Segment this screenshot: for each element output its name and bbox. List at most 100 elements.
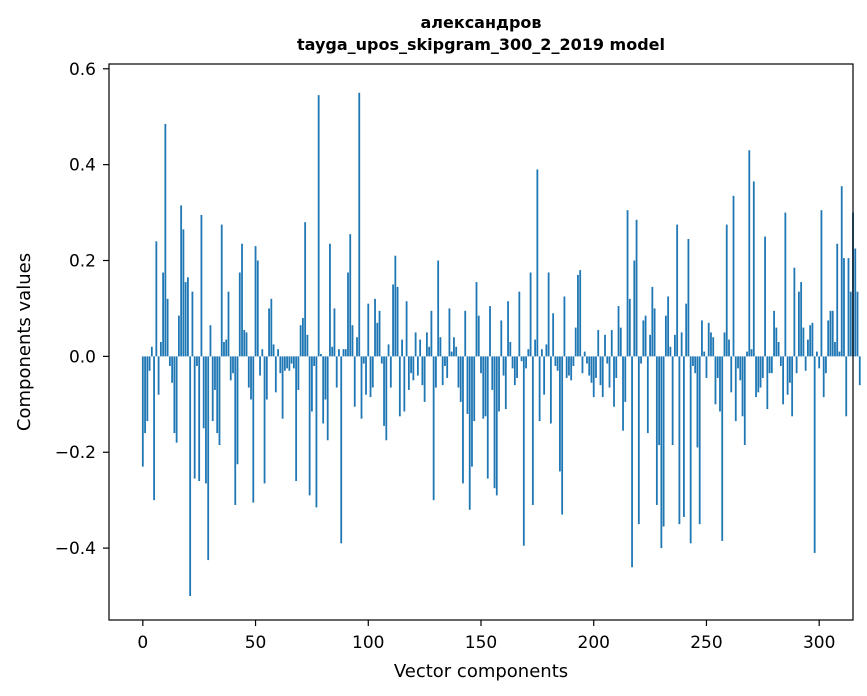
bar bbox=[795, 356, 798, 374]
bar bbox=[299, 325, 302, 357]
bar bbox=[175, 356, 178, 443]
bar bbox=[398, 356, 401, 417]
bar bbox=[292, 356, 295, 369]
bar bbox=[660, 356, 663, 549]
bar bbox=[642, 320, 645, 357]
bar bbox=[383, 356, 385, 426]
bar bbox=[734, 356, 737, 422]
bar bbox=[547, 272, 550, 357]
bar bbox=[453, 337, 455, 357]
bar bbox=[513, 356, 516, 386]
bar bbox=[189, 356, 192, 597]
bar bbox=[856, 291, 859, 357]
bar bbox=[755, 356, 757, 398]
bar bbox=[259, 356, 261, 376]
bar bbox=[480, 356, 482, 374]
bar bbox=[441, 356, 444, 386]
bar bbox=[752, 181, 755, 357]
bars-group bbox=[141, 92, 861, 597]
bar bbox=[414, 332, 417, 357]
bar bbox=[777, 342, 780, 357]
bar bbox=[570, 356, 573, 381]
x-axis-label: Vector components bbox=[394, 661, 568, 682]
bar bbox=[353, 356, 356, 407]
bar bbox=[498, 356, 500, 412]
bar bbox=[692, 356, 694, 366]
bar bbox=[182, 229, 185, 357]
bar bbox=[256, 260, 259, 357]
bar bbox=[367, 303, 370, 357]
bar bbox=[295, 356, 298, 481]
bar bbox=[739, 356, 742, 381]
bar bbox=[432, 356, 435, 501]
bar bbox=[622, 356, 624, 431]
bar bbox=[649, 334, 651, 357]
bar bbox=[288, 356, 291, 371]
bar bbox=[847, 258, 850, 357]
bar bbox=[554, 356, 557, 366]
bar bbox=[579, 270, 582, 357]
bar bbox=[245, 332, 248, 357]
bar bbox=[599, 356, 602, 386]
bar bbox=[849, 291, 852, 357]
bar bbox=[577, 274, 579, 357]
bar bbox=[775, 327, 778, 357]
bar bbox=[773, 310, 775, 357]
bar bbox=[493, 356, 496, 489]
bar bbox=[807, 339, 809, 357]
bar bbox=[793, 267, 796, 357]
bar bbox=[651, 286, 654, 357]
bar bbox=[723, 332, 726, 357]
bar bbox=[676, 224, 679, 357]
bar bbox=[667, 296, 670, 357]
bar bbox=[324, 356, 327, 400]
bar bbox=[385, 356, 388, 441]
bar bbox=[243, 330, 246, 357]
bar bbox=[270, 298, 273, 357]
bar bbox=[741, 356, 744, 417]
bar bbox=[322, 356, 325, 424]
bar bbox=[683, 356, 685, 517]
bar bbox=[689, 356, 692, 544]
bar bbox=[770, 356, 773, 374]
bar bbox=[315, 356, 318, 508]
chart-subtitle: tayga_upos_skipgram_300_2_2019 model bbox=[297, 35, 665, 54]
bar bbox=[658, 356, 661, 446]
bar bbox=[827, 320, 830, 357]
bar bbox=[468, 356, 471, 510]
bar bbox=[214, 356, 216, 390]
bar bbox=[687, 238, 690, 357]
bar bbox=[144, 356, 146, 434]
y-tick-label: −0.4 bbox=[55, 539, 96, 559]
bar bbox=[664, 315, 667, 357]
bar bbox=[464, 310, 467, 357]
bar bbox=[333, 308, 336, 357]
bar bbox=[615, 356, 618, 378]
bar bbox=[347, 272, 349, 357]
bar bbox=[304, 222, 307, 357]
bar bbox=[157, 356, 160, 395]
bar bbox=[595, 356, 597, 378]
bar bbox=[509, 342, 512, 357]
bar bbox=[816, 351, 818, 357]
bar bbox=[171, 356, 174, 383]
bar bbox=[444, 356, 446, 366]
bar bbox=[202, 356, 205, 429]
bar bbox=[728, 339, 730, 357]
bar bbox=[671, 356, 674, 446]
bar bbox=[685, 303, 688, 357]
bar bbox=[446, 356, 449, 378]
x-tick-label: 200 bbox=[578, 633, 610, 653]
bar bbox=[698, 356, 701, 525]
bar bbox=[504, 356, 507, 410]
bar bbox=[491, 356, 494, 390]
bar bbox=[619, 327, 622, 357]
bar bbox=[403, 356, 406, 412]
bar bbox=[331, 346, 334, 357]
bar bbox=[254, 246, 257, 357]
bar bbox=[196, 356, 198, 366]
bar bbox=[216, 356, 219, 434]
bar bbox=[529, 272, 532, 357]
bar bbox=[263, 356, 266, 484]
bar bbox=[349, 234, 352, 357]
